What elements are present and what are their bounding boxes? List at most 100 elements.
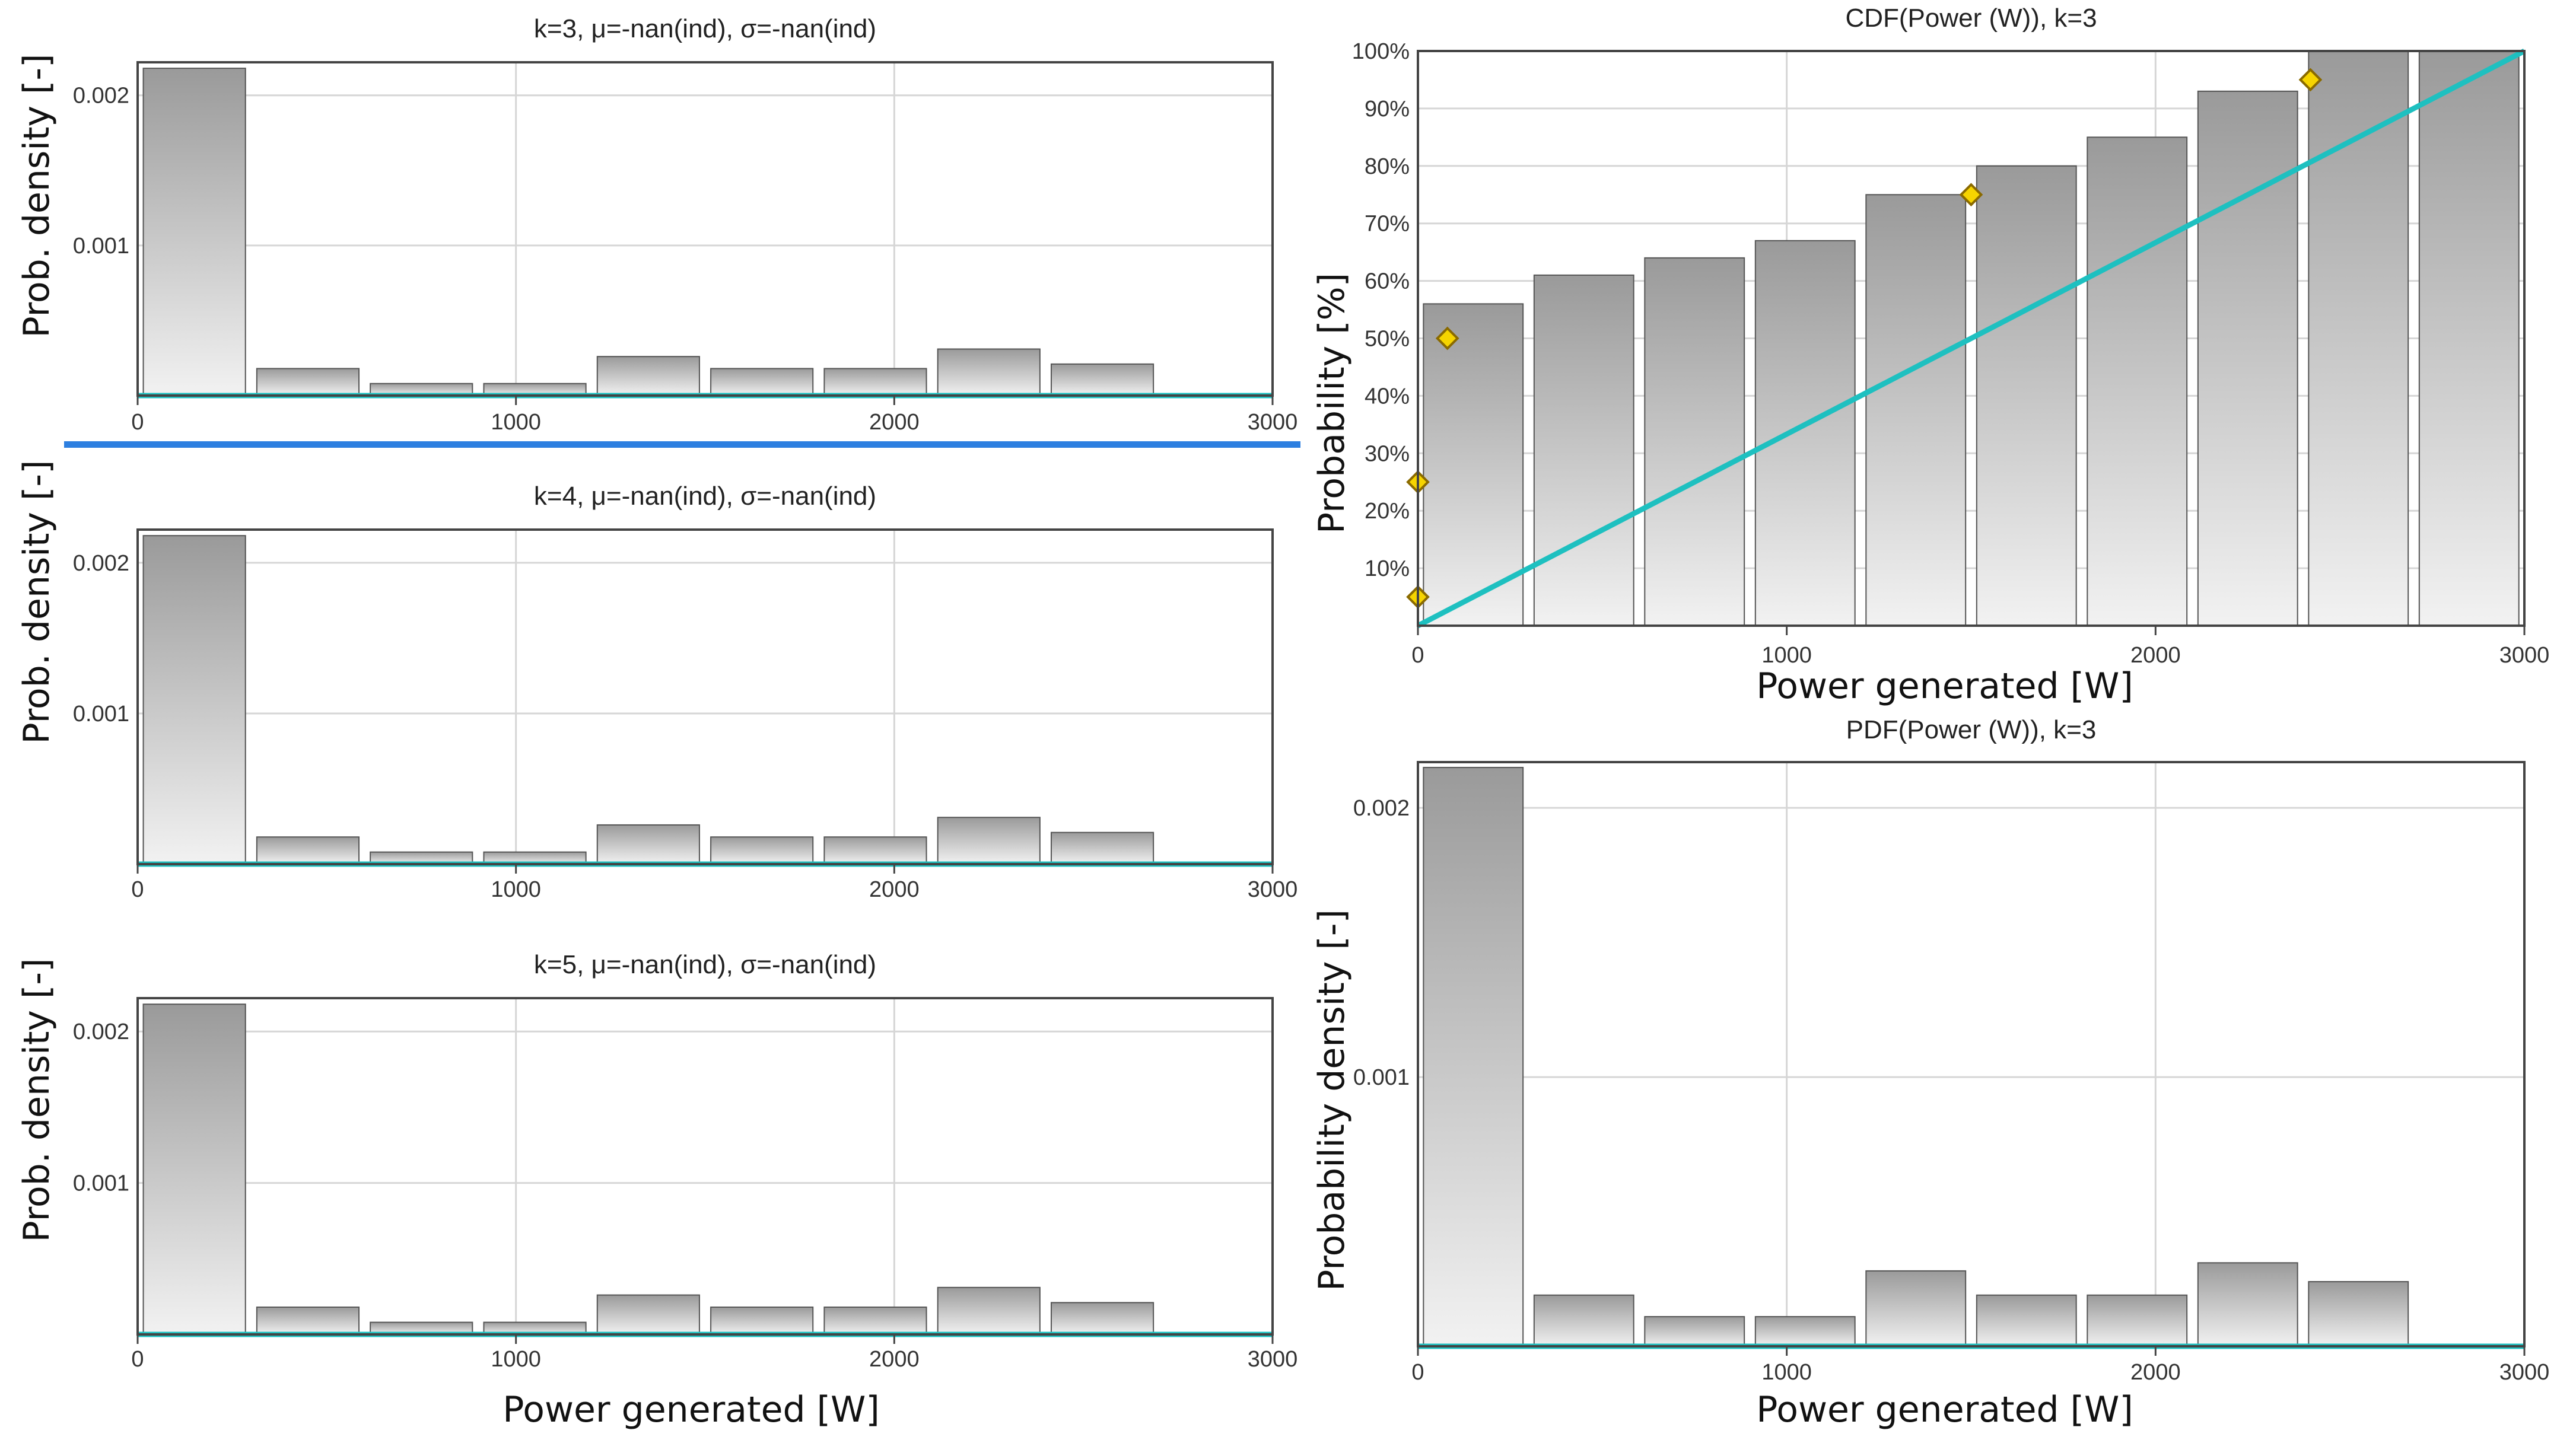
cdf-k3-title: CDF(Power (W)), k=3: [1845, 4, 2097, 33]
pdf-k3-xtick-label: 1000: [1761, 1360, 1812, 1385]
hist-k3-bar: [823, 368, 927, 396]
cdf-k3-bar: [2418, 50, 2520, 626]
hist-k5-title: k=5, μ=-nan(ind), σ=-nan(ind): [534, 950, 876, 979]
hist-k5-xtick-label: 2000: [869, 1347, 920, 1372]
hist-k5-bar: [596, 1294, 700, 1335]
hist-k3-title: k=3, μ=-nan(ind), σ=-nan(ind): [534, 14, 876, 43]
left-x-axis-label: Power generated [W]: [503, 1389, 880, 1430]
pdf-k3-bar: [2308, 1281, 2409, 1347]
cdf-k3-marker: [1435, 326, 1459, 351]
hist-k3-bar: [937, 348, 1041, 396]
pdf-k3-xtick-label: 2000: [2130, 1360, 2181, 1385]
cdf-k3-ytick-label: 40%: [1365, 384, 1410, 409]
cdf-k3-marker: [2298, 68, 2323, 92]
cdf-k3-marker: [1959, 183, 1983, 207]
hist-k3-bar: [142, 68, 246, 397]
cdf-k3-ytick-label: 60%: [1365, 269, 1410, 294]
hist-k5-bar: [1050, 1302, 1155, 1335]
pdf-k3-title: PDF(Power (W)), k=3: [1846, 715, 2097, 744]
hist-k3-ytick-label: 0.002: [73, 84, 129, 109]
hist-k5-frame: [136, 997, 1274, 1336]
pdf-k3-ytick-label: 0.002: [1353, 796, 1410, 821]
hist-k4-xtick-label: 1000: [491, 877, 541, 902]
cdf-k3-frame: [1417, 50, 2526, 627]
hist-k4-bar: [823, 836, 927, 865]
hist-k3-bar: [710, 368, 814, 396]
hist-k3-xtick-label: 3000: [1248, 410, 1298, 435]
pdf-k3-bar: [2197, 1262, 2298, 1347]
hist-k5-xtick-label: 3000: [1248, 1347, 1298, 1372]
hist-k3-xtick-label: 2000: [869, 410, 920, 435]
cdf-k3-ytick-label: 90%: [1365, 97, 1410, 122]
hist-k5-ytick-label: 0.002: [73, 1019, 129, 1044]
pdf-k3-bar: [1423, 767, 1524, 1347]
hist-k4-xtick-label: 2000: [869, 877, 920, 902]
hist-k4-xtick-label: 0: [131, 877, 144, 902]
side-label-1: Prob. density [-]: [16, 53, 58, 338]
cdf-k3-bar: [1754, 240, 1856, 626]
cdf-k3-ytick-label: 100%: [1352, 39, 1410, 64]
cdf-k3-bar: [2197, 90, 2298, 626]
cdf-k3-bar: [2087, 136, 2188, 627]
cdf-y-axis-label: Probability [%]: [1311, 272, 1353, 534]
hist-k3-frame: [136, 61, 1274, 397]
hist-k3-bar: [596, 356, 700, 396]
cdf-k3-bar: [1865, 194, 1967, 626]
cdf-k3-xtick-label: 1000: [1761, 643, 1812, 668]
pdf-k3-bar: [1976, 1294, 2077, 1347]
hist-k5-bar: [710, 1307, 814, 1336]
cdf-k3-xtick-label: 2000: [2130, 643, 2181, 668]
hist-k5-bar: [823, 1307, 927, 1336]
pdf-x-axis-label: Power generated [W]: [1756, 1389, 2133, 1430]
cdf-x-axis-label: Power generated [W]: [1756, 665, 2133, 707]
pdf-k3-bar: [1644, 1316, 1745, 1347]
cdf-k3-bar: [1644, 257, 1745, 626]
cdf-k3-ytick-label: 30%: [1365, 441, 1410, 466]
pdf-k3-frame: [1417, 761, 2526, 1347]
hist-k5-bar: [142, 1003, 246, 1335]
cdf-k3-ytick-label: 80%: [1365, 154, 1410, 179]
hist-k4-bar: [596, 824, 700, 865]
side-label-2: Prob. density [-]: [16, 460, 58, 744]
hist-k3-ytick-label: 0.001: [73, 234, 129, 259]
hist-k5-bar: [937, 1286, 1041, 1335]
hist-k4-bar: [256, 836, 360, 865]
hist-k3-bar: [256, 368, 360, 396]
pdf-k3-bar: [2087, 1294, 2188, 1347]
hist-k4-bar: [1050, 831, 1155, 865]
cdf-k3-bar: [1976, 165, 2077, 626]
hist-k3-xtick-label: 0: [131, 410, 144, 435]
hist-k4-ytick-label: 0.002: [73, 551, 129, 576]
hist-k4-bar: [937, 817, 1041, 865]
pdf-k3-bar: [1754, 1316, 1856, 1347]
pdf-k3-ytick-label: 0.001: [1353, 1065, 1410, 1090]
hist-k4-bar: [710, 836, 814, 865]
hist-k5-bar: [256, 1307, 360, 1336]
cdf-k3-bar: [2308, 50, 2409, 626]
side-label-3: Prob. density [-]: [16, 958, 58, 1242]
hist-k5-ytick-label: 0.001: [73, 1171, 129, 1196]
hist-k4-bar: [142, 535, 246, 865]
pdf-k3-xtick-label: 3000: [2499, 1360, 2550, 1385]
cdf-k3-xtick-label: 3000: [2499, 643, 2550, 668]
panel-divider[interactable]: [64, 441, 1300, 448]
hist-k4-title: k=4, μ=-nan(ind), σ=-nan(ind): [534, 482, 876, 511]
hist-k3-bar: [1050, 363, 1155, 396]
hist-k3-xtick-label: 1000: [491, 410, 541, 435]
pdf-k3-xtick-label: 0: [1411, 1360, 1424, 1385]
cdf-k3-ytick-label: 10%: [1365, 556, 1410, 581]
hist-k4-ytick-label: 0.001: [73, 702, 129, 727]
pdf-y-axis-label: Probability density [-]: [1311, 909, 1353, 1291]
hist-k5-xtick-label: 1000: [491, 1347, 541, 1372]
hist-k5-xtick-label: 0: [131, 1347, 144, 1372]
pdf-k3-bar: [1865, 1270, 1967, 1347]
cdf-k3-xtick-label: 0: [1411, 643, 1424, 668]
cdf-k3-reference-line: [1416, 49, 2526, 628]
hist-k4-xtick-label: 3000: [1248, 877, 1298, 902]
pdf-k3-bar: [1533, 1294, 1634, 1347]
cdf-k3-ytick-label: 70%: [1365, 212, 1410, 237]
hist-k4-frame: [136, 528, 1274, 865]
cdf-k3-ytick-label: 20%: [1365, 499, 1410, 524]
cdf-k3-ytick-label: 50%: [1365, 327, 1410, 352]
